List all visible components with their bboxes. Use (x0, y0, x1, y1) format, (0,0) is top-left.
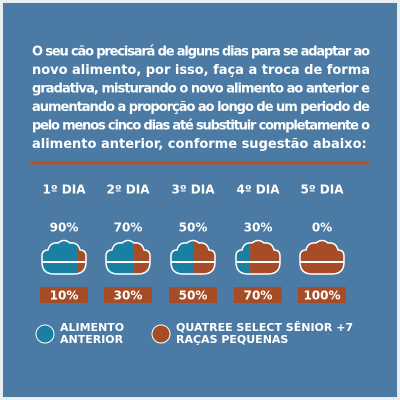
previous-percent: 0% (312, 221, 332, 235)
day-label: 2º DIA (106, 183, 150, 197)
intro-line: novo alimento, por isso, faça a troca de… (32, 63, 370, 78)
previous-percent: 50% (179, 221, 208, 235)
new-percent: 100% (303, 289, 340, 303)
bowl-outline (41, 239, 87, 275)
bowl-outline (299, 239, 345, 275)
previous-percent: 30% (244, 221, 273, 235)
day-label: 1º DIA (42, 183, 86, 197)
legend-label: QUATREE SELECT SÊNIOR +7 (176, 321, 353, 334)
bowl-new (77, 240, 86, 274)
day-label: 4º DIA (236, 183, 280, 197)
day-label: 5º DIA (300, 183, 344, 197)
legend-swatch-new (151, 324, 171, 344)
background (3, 3, 397, 397)
legend-label: ANTERIOR (60, 333, 124, 346)
day-label: 3º DIA (171, 183, 215, 197)
intro-line: pelo menos cinco dias até substituir com… (32, 119, 370, 134)
bowl (42, 240, 86, 274)
intro-line: alimento anterior, conforme sugestão aba… (32, 137, 367, 152)
previous-percent: 70% (114, 221, 143, 235)
previous-percent: 90% (50, 221, 79, 235)
new-percent-box (234, 287, 282, 303)
new-percent: 70% (244, 289, 273, 303)
new-percent-box (40, 287, 88, 303)
bowl-outline (235, 239, 281, 275)
bowl-outline (170, 239, 216, 275)
new-percent-box (298, 287, 346, 303)
new-percent-box (104, 287, 152, 303)
intro-line: gradativa, misturando o novo alimento ao… (32, 82, 370, 97)
new-percent: 10% (50, 289, 79, 303)
legend-swatch-previous (35, 324, 55, 344)
legend-label: ALIMENTO (60, 321, 124, 334)
new-percent: 30% (114, 289, 143, 303)
new-percent-box (169, 287, 217, 303)
new-percent: 50% (179, 289, 208, 303)
intro-line: aumentando a proporção ao longo de um pe… (32, 100, 370, 115)
bowl-outline (105, 239, 151, 275)
legend-label: RAÇAS PEQUENAS (176, 333, 288, 346)
intro-line: O seu cão precisará de alguns dias para … (32, 45, 370, 60)
